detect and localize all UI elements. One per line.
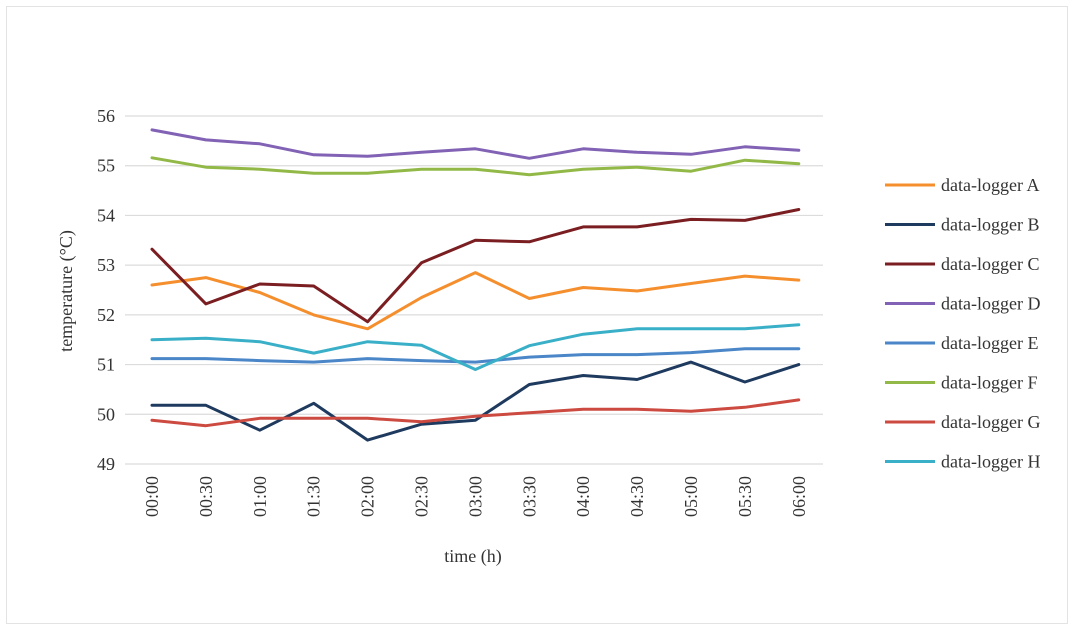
legend-label: data-logger F	[941, 373, 1037, 393]
y-tick-label: 49	[97, 454, 115, 474]
series-line-f	[150, 156, 801, 177]
y-tick-label: 52	[97, 305, 115, 325]
x-tick-label: 04:00	[573, 476, 593, 517]
y-tick-label: 54	[97, 205, 115, 225]
legend-label: data-logger G	[941, 412, 1040, 432]
x-tick-label: 01:00	[250, 476, 270, 517]
x-axis-ticks: 00:00 00:30 01:00 01:30 02:00 02:30 03:00 03:30…	[142, 476, 809, 517]
y-axis-title: temperature (°C)	[56, 230, 77, 352]
legend-label: data-logger C	[941, 254, 1039, 274]
y-tick-label: 56	[97, 106, 115, 126]
legend-label: data-logger H	[941, 452, 1040, 472]
x-tick-label: 05:30	[735, 476, 755, 517]
legend-label: data-logger B	[941, 215, 1039, 235]
legend-label: data-logger E	[941, 333, 1038, 353]
x-tick-label: 02:00	[358, 476, 378, 517]
x-tick-label: 01:30	[304, 476, 324, 517]
gridlines	[125, 115, 823, 465]
series-lines	[150, 128, 801, 442]
y-tick-label: 51	[97, 355, 115, 375]
legend-label: data-logger A	[941, 175, 1039, 195]
x-tick-label: 05:00	[681, 476, 701, 517]
y-tick-label: 55	[97, 156, 115, 176]
x-tick-label: 03:30	[519, 476, 539, 517]
y-axis-ticks: 49 50 51 52 53 54 55 56	[97, 106, 115, 474]
x-tick-label: 04:30	[627, 476, 647, 517]
series-line-a	[150, 271, 801, 331]
x-tick-label: 06:00	[789, 476, 809, 517]
y-tick-label: 53	[97, 255, 115, 275]
x-tick-label: 00:00	[142, 476, 162, 517]
series-line-h	[150, 323, 801, 371]
series-line-d	[150, 128, 801, 160]
legend: data-logger A data-logger B data-logger C d…	[885, 175, 1040, 472]
x-tick-label: 00:30	[196, 476, 216, 517]
y-tick-label: 50	[97, 404, 115, 424]
series-line-e	[150, 347, 801, 364]
x-tick-label: 02:30	[412, 476, 432, 517]
x-tick-label: 03:00	[465, 476, 485, 517]
legend-label: data-logger D	[941, 294, 1040, 314]
x-axis-title: time (h)	[444, 546, 501, 567]
series-line-b	[150, 360, 801, 442]
series-line-g	[150, 398, 801, 428]
series-line-c	[150, 208, 801, 324]
